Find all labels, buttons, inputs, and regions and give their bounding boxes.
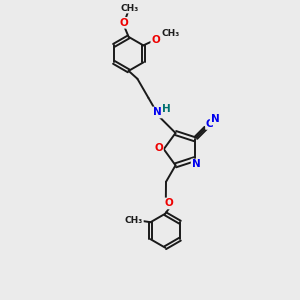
Text: O: O	[154, 143, 163, 153]
Text: N: N	[211, 114, 219, 124]
Text: N: N	[153, 107, 161, 118]
Text: H: H	[162, 104, 171, 114]
Text: CH₃: CH₃	[125, 216, 143, 225]
Text: C: C	[206, 119, 214, 129]
Text: CH₃: CH₃	[120, 4, 139, 13]
Text: N: N	[192, 159, 200, 170]
Text: CH₃: CH₃	[161, 29, 179, 38]
Text: O: O	[120, 18, 129, 28]
Text: O: O	[164, 198, 173, 208]
Text: O: O	[151, 34, 160, 44]
